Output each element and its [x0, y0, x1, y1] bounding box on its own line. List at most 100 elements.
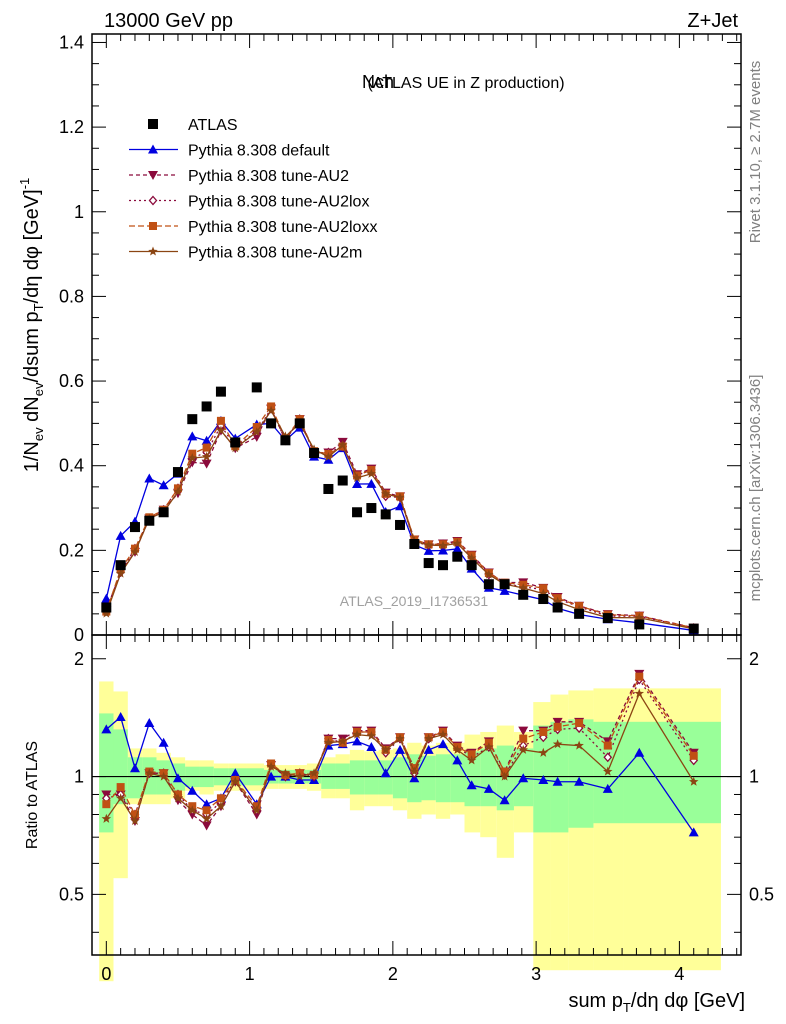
ratio-data-point — [499, 795, 510, 805]
atlas-data-point — [380, 509, 391, 520]
main-data-point — [158, 480, 169, 490]
ratio-data-point — [395, 733, 405, 743]
ratio-data-point — [280, 768, 291, 778]
ratio-data-point — [483, 783, 494, 793]
ratio-data-point — [539, 727, 548, 736]
main-data-point — [352, 479, 363, 489]
main-data-point — [518, 582, 528, 592]
ratio-data-point — [603, 741, 612, 750]
ratio-data-point — [266, 761, 276, 771]
atlas-data-point — [352, 507, 363, 518]
y-tick-label-ratio: 2 — [74, 649, 84, 669]
ratio-data-point — [352, 729, 362, 739]
ratio-data-point — [552, 717, 563, 727]
main-data-point — [216, 416, 225, 425]
main-data-point — [352, 472, 362, 482]
main-data-point — [101, 593, 112, 603]
atlas-data-point — [466, 560, 477, 571]
ratio-data-point — [130, 815, 140, 826]
ratio-data-point — [438, 729, 448, 739]
ratio-data-point — [689, 751, 698, 760]
ratio-data-point — [187, 805, 198, 815]
ratio-data-point — [395, 744, 406, 754]
y-tick-label-main: 0.4 — [59, 456, 84, 476]
ratio-data-point — [173, 793, 183, 803]
ratio-data-point — [467, 750, 476, 759]
atlas-data-point — [280, 435, 291, 446]
main-data-point — [395, 501, 406, 511]
ratio-data-point — [294, 774, 305, 784]
legend-marker — [148, 246, 158, 256]
atlas-data-point — [634, 619, 645, 630]
main-series-line — [105, 407, 694, 629]
ratio-data-point — [518, 773, 529, 783]
x-tick-label: 3 — [531, 964, 541, 984]
atlas-data-point — [337, 475, 348, 486]
y-tick-label-ratio: 0.5 — [59, 884, 84, 904]
atlas-data-point — [574, 608, 585, 619]
plot-title-main: Nch — [362, 72, 394, 92]
ratio-band-stat — [435, 754, 451, 803]
ratio-band-stat — [349, 760, 365, 795]
ratio-data-point — [602, 783, 613, 793]
main-data-point — [452, 538, 463, 548]
ratio-data-point — [187, 785, 198, 795]
ratio-data-point — [116, 783, 125, 792]
ratio-data-point — [101, 813, 112, 823]
main-data-point — [201, 459, 212, 469]
y-tick-label-ratio-right: 2 — [749, 649, 759, 669]
ratio-data-point — [452, 755, 463, 765]
main-data-point — [187, 431, 198, 441]
main-data-point — [538, 588, 549, 598]
ratio-band-stat — [364, 760, 379, 795]
atlas-data-point — [266, 418, 277, 429]
y-tick-label-main: 1.4 — [59, 32, 84, 52]
ratio-data-point — [452, 744, 463, 754]
atlas-data-point — [438, 560, 449, 571]
atlas-data-point — [251, 382, 262, 393]
ratio-data-point — [380, 768, 391, 778]
main-data-point — [201, 435, 212, 445]
legend-label: Pythia 8.308 tune-AU2lox — [188, 194, 369, 211]
ratio-series-line — [106, 672, 695, 827]
ratio-data-point — [518, 726, 529, 736]
main-data-point — [230, 443, 241, 453]
atlas-data-point — [187, 414, 198, 425]
atlas-data-point — [423, 558, 434, 569]
ratio-data-point — [634, 747, 645, 757]
ratio-data-point — [115, 793, 126, 803]
atlas-data-point — [294, 418, 305, 429]
main-data-point — [202, 443, 211, 452]
atlas-data-point — [201, 401, 212, 412]
atlas-data-point — [538, 594, 549, 605]
x-tick-label: 1 — [245, 964, 255, 984]
plot-title-sub: (ATLAS UE in Z production) — [367, 75, 564, 92]
main-data-point — [366, 468, 377, 478]
rivet-version-label: Rivet 3.1.10, ≥ 2.7M events — [747, 61, 764, 244]
ratio-data-point — [688, 776, 699, 786]
ratio-data-point — [115, 711, 126, 721]
main-data-point — [438, 540, 448, 550]
ratio-data-point — [574, 776, 585, 786]
ratio-data-point — [552, 739, 563, 749]
main-data-point — [466, 553, 477, 563]
atlas-data-point — [115, 560, 126, 571]
ratio-data-point — [575, 719, 584, 728]
main-data-point — [452, 543, 463, 553]
ratio-data-point — [337, 736, 348, 746]
mcplots-label: mcplots.cern.ch [arXiv:1306.3436] — [747, 375, 764, 602]
ratio-data-point — [380, 744, 391, 754]
y-tick-label-ratio-right: 1 — [749, 767, 759, 787]
ratio-data-point — [603, 766, 613, 776]
ratio-data-point — [144, 718, 155, 728]
ratio-data-point — [230, 768, 241, 778]
y-axis-title-ratio: Ratio to ATLAS — [24, 741, 41, 849]
atlas-data-point — [499, 579, 510, 590]
atlas-data-point — [552, 602, 563, 613]
ratio-data-point — [266, 771, 277, 781]
main-data-point — [201, 451, 212, 461]
ratio-data-point — [635, 672, 644, 681]
ratio-data-point — [688, 827, 699, 837]
main-data-point — [539, 584, 548, 593]
atlas-data-point — [602, 613, 613, 624]
